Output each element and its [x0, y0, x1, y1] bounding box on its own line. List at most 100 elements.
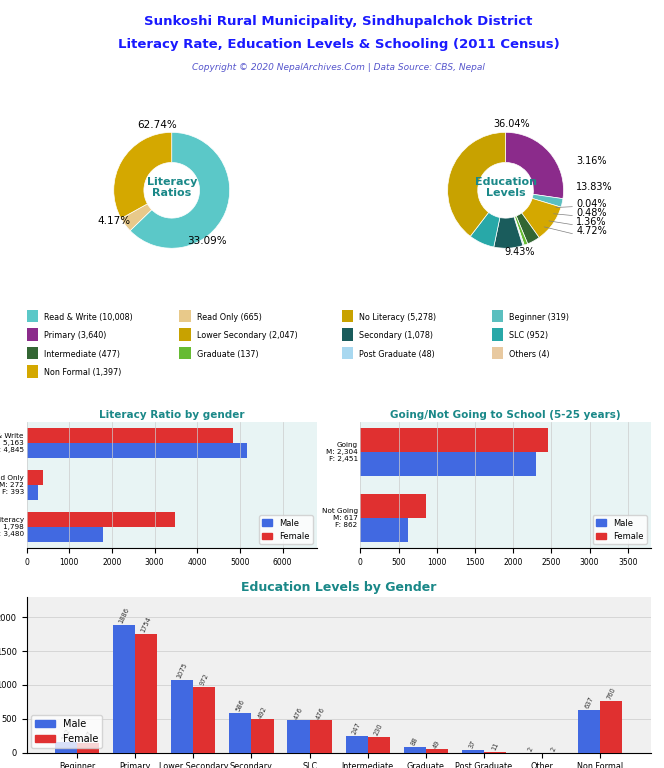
Wedge shape	[514, 217, 524, 246]
Text: 33.09%: 33.09%	[187, 236, 226, 246]
Text: 0.48%: 0.48%	[576, 208, 607, 218]
Text: 972: 972	[199, 673, 210, 687]
Wedge shape	[522, 198, 561, 237]
Bar	[361, 452, 537, 476]
Bar	[600, 701, 622, 753]
Bar	[342, 346, 353, 359]
Text: 492: 492	[257, 705, 268, 719]
Text: 4.72%: 4.72%	[576, 227, 607, 237]
Text: 49: 49	[432, 739, 442, 749]
Text: Graduate (137): Graduate (137)	[197, 349, 258, 359]
Bar	[27, 512, 175, 528]
Text: Beginner (319): Beginner (319)	[509, 313, 569, 322]
Text: 637: 637	[584, 695, 594, 709]
Bar	[27, 443, 247, 458]
Bar	[361, 518, 408, 542]
Bar	[426, 750, 448, 753]
Wedge shape	[532, 194, 563, 207]
Wedge shape	[121, 204, 152, 230]
Text: 4.17%: 4.17%	[97, 216, 130, 226]
Bar	[342, 328, 353, 340]
Text: 62.74%: 62.74%	[137, 120, 177, 130]
Text: 1.36%: 1.36%	[576, 217, 607, 227]
Bar	[491, 346, 503, 359]
Wedge shape	[516, 213, 539, 244]
Text: Post Graduate (48): Post Graduate (48)	[359, 349, 435, 359]
Bar	[578, 710, 600, 753]
Bar	[27, 366, 38, 378]
Bar	[193, 687, 215, 753]
Bar	[361, 495, 426, 518]
Legend: Male, Female: Male, Female	[593, 515, 647, 544]
Bar	[491, 328, 503, 340]
Wedge shape	[448, 132, 505, 237]
Title: Literacy Ratio by gender: Literacy Ratio by gender	[99, 410, 244, 420]
Text: 36.04%: 36.04%	[493, 118, 530, 128]
Text: 162: 162	[60, 727, 71, 741]
Bar	[179, 346, 191, 359]
Text: 760: 760	[606, 687, 617, 701]
Text: 20.27%: 20.27%	[0, 767, 1, 768]
Wedge shape	[130, 132, 230, 248]
Bar	[27, 528, 104, 542]
Bar	[179, 328, 191, 340]
Text: SLC (952): SLC (952)	[509, 331, 548, 340]
Text: Read Only (665): Read Only (665)	[197, 313, 262, 322]
Bar	[342, 310, 353, 322]
Text: 88: 88	[410, 736, 419, 746]
Text: 37: 37	[468, 740, 477, 750]
Bar	[27, 470, 43, 485]
Text: 137: 137	[83, 729, 94, 743]
Bar	[27, 428, 234, 443]
Bar	[27, 328, 38, 340]
Bar	[309, 720, 331, 753]
Text: 0.04%: 0.04%	[576, 198, 607, 209]
Bar	[55, 742, 77, 753]
Title: Education Levels by Gender: Education Levels by Gender	[241, 581, 436, 594]
Bar	[252, 720, 274, 753]
Text: Literacy Rate, Education Levels & Schooling (2011 Census): Literacy Rate, Education Levels & School…	[118, 38, 560, 51]
Text: Others (4): Others (4)	[509, 349, 550, 359]
Bar	[462, 750, 484, 753]
Text: 1075: 1075	[176, 662, 189, 680]
Text: 247: 247	[351, 721, 362, 736]
Wedge shape	[505, 132, 564, 199]
Text: Intermediate (477): Intermediate (477)	[44, 349, 120, 359]
Text: 476: 476	[315, 706, 326, 720]
Text: 3.16%: 3.16%	[576, 156, 607, 166]
Wedge shape	[470, 213, 500, 247]
Legend: Male, Female: Male, Female	[259, 515, 313, 544]
Text: Copyright © 2020 NepalArchives.Com | Data Source: CBS, Nepal: Copyright © 2020 NepalArchives.Com | Dat…	[192, 63, 485, 71]
Text: 230: 230	[373, 723, 384, 737]
Text: 586: 586	[235, 699, 246, 713]
Bar	[229, 713, 252, 753]
Bar	[179, 310, 191, 322]
Text: Lower Secondary (2,047): Lower Secondary (2,047)	[197, 331, 297, 340]
Text: 13.83%: 13.83%	[576, 182, 613, 192]
Wedge shape	[114, 132, 172, 219]
Text: 2: 2	[527, 746, 535, 752]
Text: 1754: 1754	[140, 616, 153, 634]
Text: Sunkoshi Rural Municipality, Sindhupalchok District: Sunkoshi Rural Municipality, Sindhupalch…	[145, 15, 533, 28]
Bar	[27, 310, 38, 322]
Bar	[27, 485, 38, 500]
Text: 476: 476	[293, 706, 304, 720]
Text: Literacy
Ratios: Literacy Ratios	[147, 177, 197, 198]
Bar	[346, 736, 368, 753]
Text: 10.67%: 10.67%	[0, 767, 1, 768]
Bar	[171, 680, 193, 753]
Text: 1886: 1886	[118, 607, 130, 624]
Bar	[404, 746, 426, 753]
Title: Going/Not Going to School (5-25 years): Going/Not Going to School (5-25 years)	[390, 410, 621, 420]
Bar	[113, 625, 135, 753]
Bar	[361, 428, 548, 452]
Bar	[368, 737, 390, 753]
Text: Primary (3,640): Primary (3,640)	[44, 331, 106, 340]
Bar	[135, 634, 157, 753]
Wedge shape	[494, 217, 523, 248]
Text: Education
Levels: Education Levels	[475, 177, 537, 198]
Bar	[491, 310, 503, 322]
Wedge shape	[515, 216, 528, 245]
Text: 2: 2	[550, 746, 557, 752]
Text: 11: 11	[491, 742, 499, 752]
